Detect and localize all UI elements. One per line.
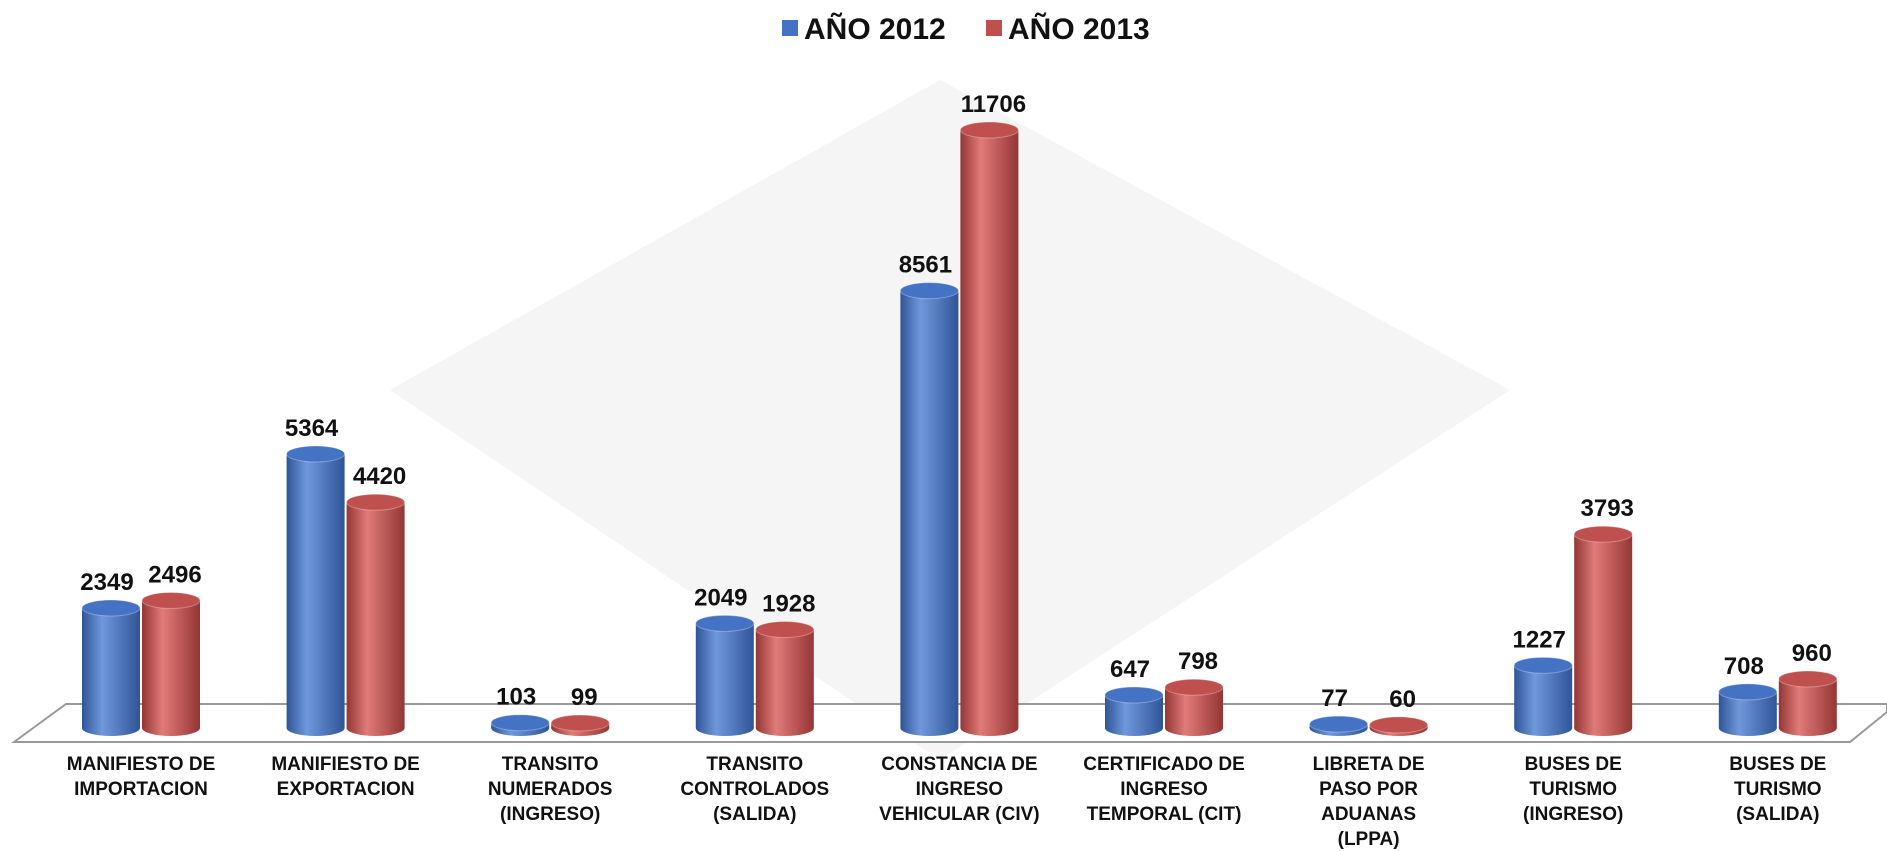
legend-label: AÑO 2013	[1008, 12, 1150, 46]
bar	[82, 608, 140, 728]
value-label: 77	[1321, 685, 1348, 712]
bar	[1778, 678, 1837, 728]
bar-cap	[346, 493, 406, 511]
bar	[142, 600, 200, 728]
bar	[755, 629, 814, 728]
value-label: 8561	[899, 252, 952, 279]
value-label: 2049	[694, 584, 747, 611]
bar-cap	[899, 282, 959, 300]
bar-cap	[1104, 686, 1164, 704]
legend-label: AÑO 2012	[804, 12, 946, 46]
x-tick-label: TRANSITO NUMERADOS (INGRESO)	[487, 754, 613, 825]
x-tick-label: MANIFIESTO DE IMPORTACION	[66, 754, 216, 800]
value-label: 11706	[961, 91, 1026, 118]
legend-swatch	[782, 20, 798, 36]
x-tick-label: TRANSITO CONTROLADOS (SALIDA)	[680, 754, 830, 825]
bar-cap	[286, 445, 346, 463]
bar-cap	[695, 614, 755, 632]
bar-cap	[490, 714, 550, 732]
legend-swatch	[986, 20, 1002, 36]
bar	[695, 623, 754, 728]
bar	[900, 290, 959, 728]
value-label: 960	[1792, 640, 1832, 667]
x-tick-label: MANIFIESTO DE EXPORTACION	[271, 754, 420, 800]
bar	[1574, 534, 1633, 728]
value-label: 60	[1389, 686, 1416, 713]
value-label: 2496	[148, 561, 201, 588]
x-tick-label: BUSES DE TURISMO (SALIDA)	[1729, 754, 1827, 825]
bar-cap	[1778, 670, 1838, 688]
value-label: 1227	[1513, 626, 1566, 653]
value-label: 103	[496, 684, 536, 711]
bar-cap	[1309, 715, 1369, 733]
bar	[960, 130, 1019, 728]
value-label: 647	[1110, 656, 1150, 683]
value-label: 4420	[353, 463, 406, 490]
bar-cap	[1164, 678, 1224, 696]
bar	[286, 453, 345, 728]
bar-cap	[959, 121, 1019, 139]
value-label: 5364	[285, 415, 339, 442]
bar-cap	[1369, 716, 1429, 734]
value-label: 2349	[80, 569, 133, 596]
bar	[346, 502, 405, 728]
x-tick-label: CERTIFICADO DE INGRESO TEMPORAL (CIT)	[1083, 754, 1245, 825]
bar-cap	[1718, 683, 1778, 701]
bar-cap	[1513, 656, 1573, 674]
bar-cap	[81, 599, 141, 617]
bar	[1514, 665, 1573, 728]
value-label: 708	[1724, 653, 1764, 680]
bar-cap	[755, 621, 815, 639]
bar-cap	[550, 714, 610, 732]
bar-cap	[1573, 525, 1633, 543]
x-tick-label: BUSES DE TURISMO (INGRESO)	[1523, 754, 1624, 825]
bar-cap	[141, 591, 201, 609]
value-label: 99	[571, 684, 598, 711]
value-label: 798	[1178, 648, 1218, 675]
value-label: 3793	[1581, 495, 1634, 522]
x-tick-label: LIBRETA DE PASO POR ADUANAS (LPPA)	[1312, 754, 1425, 850]
value-label: 1928	[762, 591, 815, 618]
x-tick-label: CONSTANCIA DE INGRESO VEHICULAR (CIV)	[879, 754, 1040, 825]
